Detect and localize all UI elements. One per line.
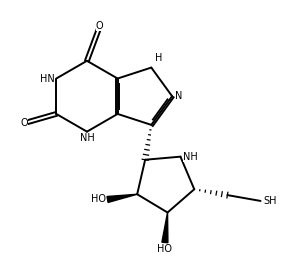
Text: N: N <box>175 91 182 101</box>
Polygon shape <box>107 194 137 202</box>
Text: NH: NH <box>80 133 94 143</box>
Text: NH: NH <box>183 152 198 162</box>
Text: H: H <box>154 56 161 65</box>
Text: HO: HO <box>91 194 106 204</box>
Text: O: O <box>20 118 28 128</box>
Text: SH: SH <box>263 196 277 206</box>
Text: H: H <box>155 53 162 63</box>
Text: HN: HN <box>40 73 55 83</box>
Text: HO: HO <box>157 244 172 254</box>
Text: O: O <box>96 21 103 31</box>
Polygon shape <box>162 212 168 243</box>
